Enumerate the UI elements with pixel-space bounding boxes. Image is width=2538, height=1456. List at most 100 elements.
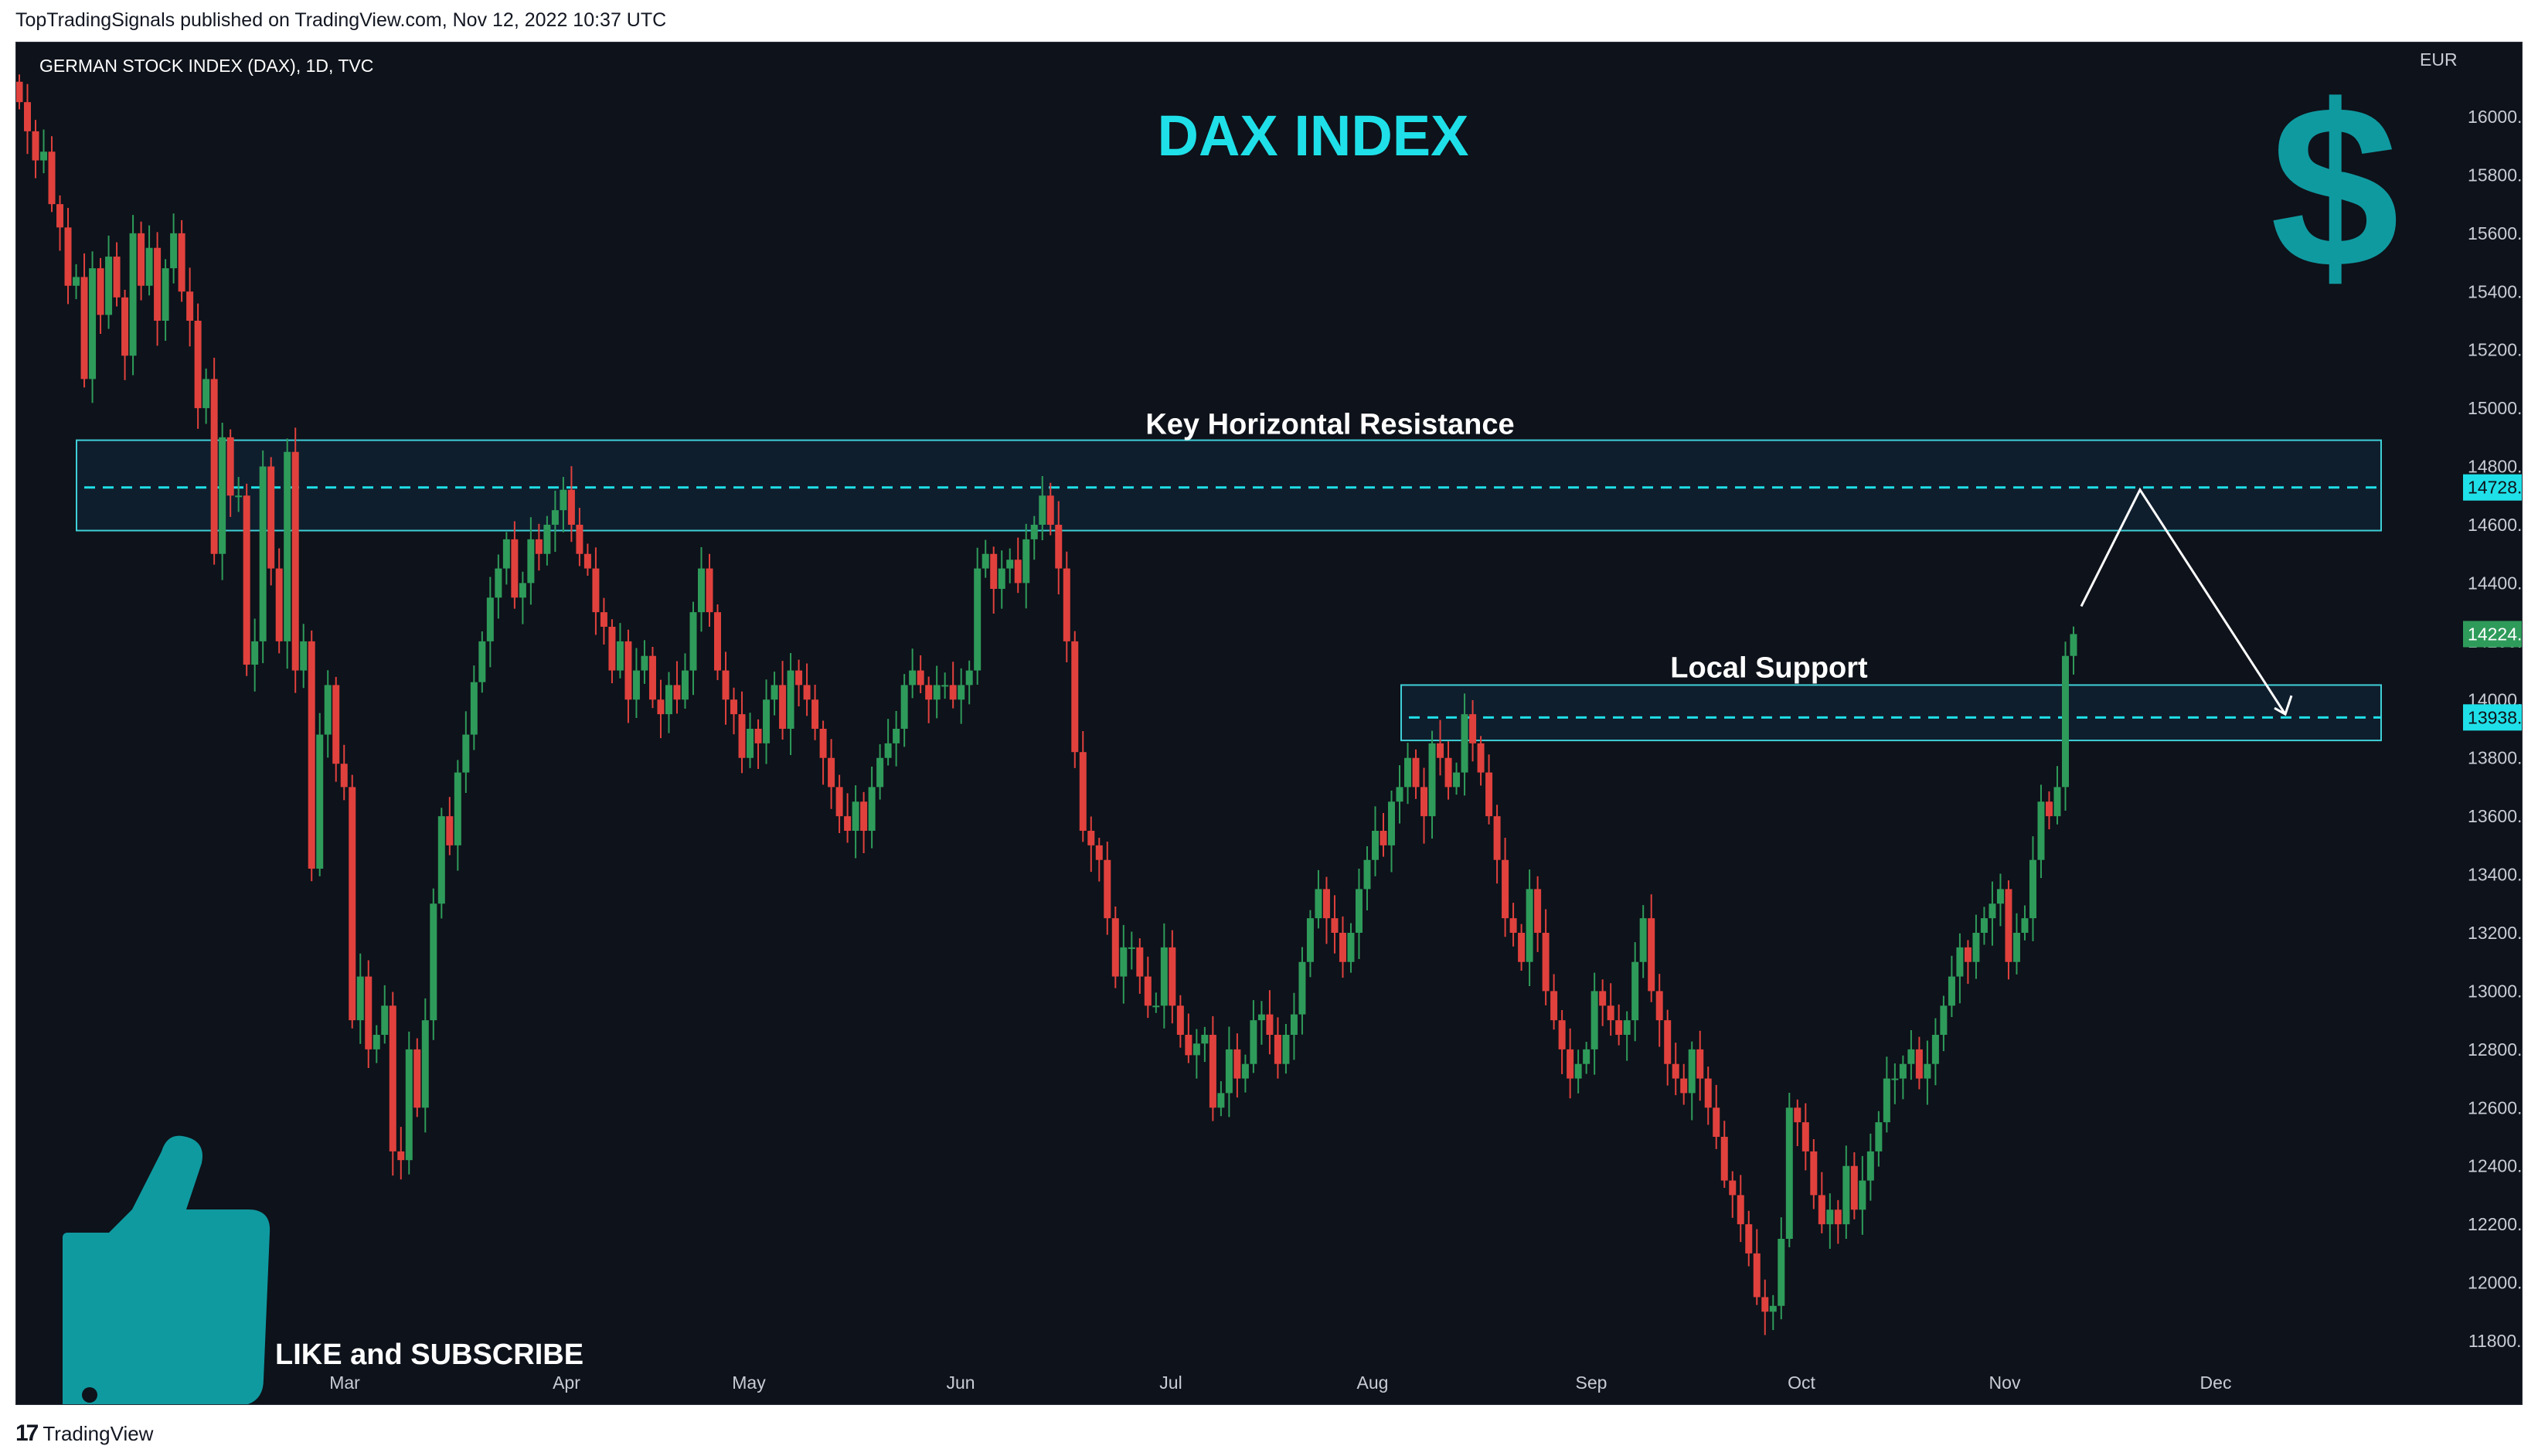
candle[interactable] bbox=[162, 259, 169, 342]
candle[interactable] bbox=[97, 257, 104, 334]
candle[interactable] bbox=[1274, 1017, 1281, 1079]
candle[interactable] bbox=[576, 508, 583, 566]
candle[interactable] bbox=[1104, 841, 1111, 935]
candle[interactable] bbox=[138, 221, 145, 301]
candle[interactable] bbox=[941, 672, 949, 699]
candle[interactable] bbox=[917, 655, 924, 693]
candle[interactable] bbox=[129, 215, 137, 376]
candle[interactable] bbox=[560, 477, 567, 532]
candle[interactable] bbox=[1940, 995, 1948, 1052]
candle[interactable] bbox=[437, 808, 445, 919]
candle[interactable] bbox=[186, 267, 194, 347]
candle[interactable] bbox=[235, 477, 243, 512]
candle[interactable] bbox=[811, 685, 819, 740]
dax-chart[interactable]: 16000.00 15800.00 15600.00 15400.00 15200.00… bbox=[15, 43, 2538, 1414]
candle[interactable] bbox=[1818, 1172, 1825, 1233]
candle[interactable] bbox=[1241, 1054, 1249, 1093]
candle[interactable] bbox=[860, 791, 868, 854]
candle[interactable] bbox=[495, 554, 502, 619]
candle[interactable] bbox=[1306, 910, 1314, 978]
candle[interactable] bbox=[1006, 548, 1014, 583]
candle[interactable] bbox=[1558, 1009, 1566, 1074]
candle[interactable] bbox=[308, 630, 315, 882]
candle[interactable] bbox=[608, 619, 616, 684]
candle[interactable] bbox=[1518, 924, 1526, 971]
candle[interactable] bbox=[1192, 1029, 1200, 1079]
candle[interactable] bbox=[284, 438, 291, 669]
time-axis[interactable]: FebMarAprMayJunJulAugSepOctNovDec bbox=[140, 1373, 2231, 1393]
candles[interactable] bbox=[15, 74, 2077, 1335]
candle[interactable] bbox=[154, 232, 162, 346]
candle[interactable] bbox=[1737, 1175, 1744, 1243]
candle[interactable] bbox=[535, 523, 543, 571]
candle[interactable] bbox=[1623, 1011, 1631, 1061]
candle[interactable] bbox=[56, 195, 64, 251]
candle[interactable] bbox=[1964, 940, 1972, 984]
candle[interactable] bbox=[1550, 974, 1558, 1030]
candle[interactable] bbox=[1866, 1133, 1874, 1201]
candle[interactable] bbox=[990, 546, 998, 614]
candle[interactable] bbox=[747, 713, 754, 768]
candle[interactable] bbox=[689, 601, 697, 696]
candle[interactable] bbox=[1485, 754, 1493, 825]
tradingview-footer[interactable]: 17 TradingView bbox=[15, 1420, 153, 1447]
candle[interactable] bbox=[324, 670, 332, 758]
candle[interactable] bbox=[1704, 1066, 1712, 1125]
candle[interactable] bbox=[1257, 1001, 1265, 1045]
candle[interactable] bbox=[1331, 895, 1339, 954]
candle[interactable] bbox=[1322, 876, 1330, 944]
candle[interactable] bbox=[1639, 905, 1647, 978]
candle[interactable] bbox=[486, 577, 494, 668]
candle[interactable] bbox=[1655, 974, 1663, 1047]
candle[interactable] bbox=[2012, 913, 2020, 975]
candle[interactable] bbox=[389, 992, 396, 1176]
candle[interactable] bbox=[1461, 693, 1468, 796]
candle[interactable] bbox=[900, 674, 908, 747]
candle[interactable] bbox=[226, 429, 234, 517]
candle[interactable] bbox=[1120, 924, 1128, 1004]
candle[interactable] bbox=[1648, 894, 1655, 1002]
candle[interactable] bbox=[1509, 903, 1517, 947]
candle[interactable] bbox=[1956, 933, 1964, 1004]
candle[interactable] bbox=[1063, 551, 1070, 663]
candle[interactable] bbox=[909, 648, 917, 699]
candle[interactable] bbox=[1680, 1063, 1688, 1105]
candle[interactable] bbox=[1055, 501, 1063, 595]
candle[interactable] bbox=[1713, 1084, 1720, 1149]
candle[interactable] bbox=[413, 1038, 421, 1118]
candle[interactable] bbox=[397, 1127, 405, 1180]
candle[interactable] bbox=[779, 661, 787, 740]
candle[interactable] bbox=[965, 660, 973, 705]
candle[interactable] bbox=[519, 571, 526, 624]
candle[interactable] bbox=[1046, 482, 1054, 536]
candle[interactable] bbox=[998, 550, 1005, 609]
candle[interactable] bbox=[844, 793, 852, 843]
candle[interactable] bbox=[1144, 956, 1152, 1019]
candle[interactable] bbox=[178, 219, 185, 302]
candle[interactable] bbox=[771, 672, 778, 716]
candle[interactable] bbox=[1615, 1004, 1623, 1046]
candle[interactable] bbox=[1826, 1193, 1834, 1249]
candle[interactable] bbox=[381, 985, 389, 1044]
candle[interactable] bbox=[300, 624, 308, 689]
candle[interactable] bbox=[1729, 1171, 1737, 1218]
candle[interactable] bbox=[1290, 992, 1298, 1060]
candle[interactable] bbox=[1437, 719, 1444, 776]
candle[interactable] bbox=[1915, 1036, 1923, 1090]
candle[interactable] bbox=[356, 953, 364, 1044]
candle[interactable] bbox=[1250, 1000, 1257, 1073]
candle[interactable] bbox=[543, 515, 551, 566]
candle[interactable] bbox=[868, 767, 876, 849]
candle[interactable] bbox=[2029, 836, 2036, 941]
candle[interactable] bbox=[1567, 1028, 1574, 1099]
candle[interactable] bbox=[1574, 1049, 1582, 1094]
candle[interactable] bbox=[454, 760, 461, 871]
candle[interactable] bbox=[697, 547, 705, 632]
candle[interactable] bbox=[1761, 1279, 1769, 1335]
candle[interactable] bbox=[1980, 907, 1988, 945]
candle[interactable] bbox=[1583, 1042, 1591, 1074]
candle[interactable] bbox=[1469, 700, 1477, 762]
candle[interactable] bbox=[1039, 476, 1046, 540]
candle[interactable] bbox=[1396, 765, 1403, 824]
candle[interactable] bbox=[1233, 1033, 1241, 1098]
